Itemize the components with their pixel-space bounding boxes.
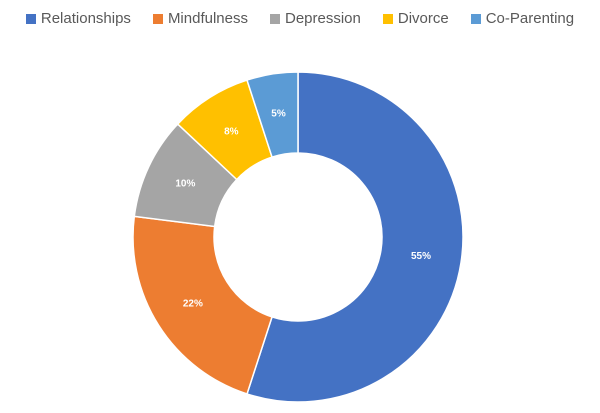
legend-label: Mindfulness (167, 10, 248, 27)
chart-legend: Relationships Mindfulness Depression Divorc… (0, 10, 600, 27)
data-label-divorce: 8% (224, 127, 239, 138)
legend-swatch (382, 13, 393, 24)
legend-item-depression: Depression (269, 10, 361, 27)
slice-co-parenting (246, 71, 299, 159)
legend-label: Relationships (40, 10, 131, 27)
legend-swatch (152, 13, 163, 24)
legend-label: Co-Parenting (485, 10, 575, 27)
slice-relationships (246, 71, 464, 403)
legend-swatch (25, 13, 36, 24)
legend-swatch (470, 13, 481, 24)
legend-label: Divorce (397, 10, 449, 27)
legend-item-relationships: Relationships (25, 10, 131, 27)
data-label-depression: 10% (175, 179, 195, 190)
legend-swatch (269, 13, 280, 24)
legend-label: Depression (284, 10, 361, 27)
data-label-co-parenting: 5% (271, 109, 286, 120)
data-label-mindfulness: 22% (183, 298, 203, 309)
legend-item-mindfulness: Mindfulness (152, 10, 248, 27)
slice-mindfulness (132, 215, 273, 395)
legend-item-divorce: Divorce (382, 10, 449, 27)
legend-item-co-parenting: Co-Parenting (470, 10, 575, 27)
data-label-relationships: 55% (411, 251, 431, 262)
